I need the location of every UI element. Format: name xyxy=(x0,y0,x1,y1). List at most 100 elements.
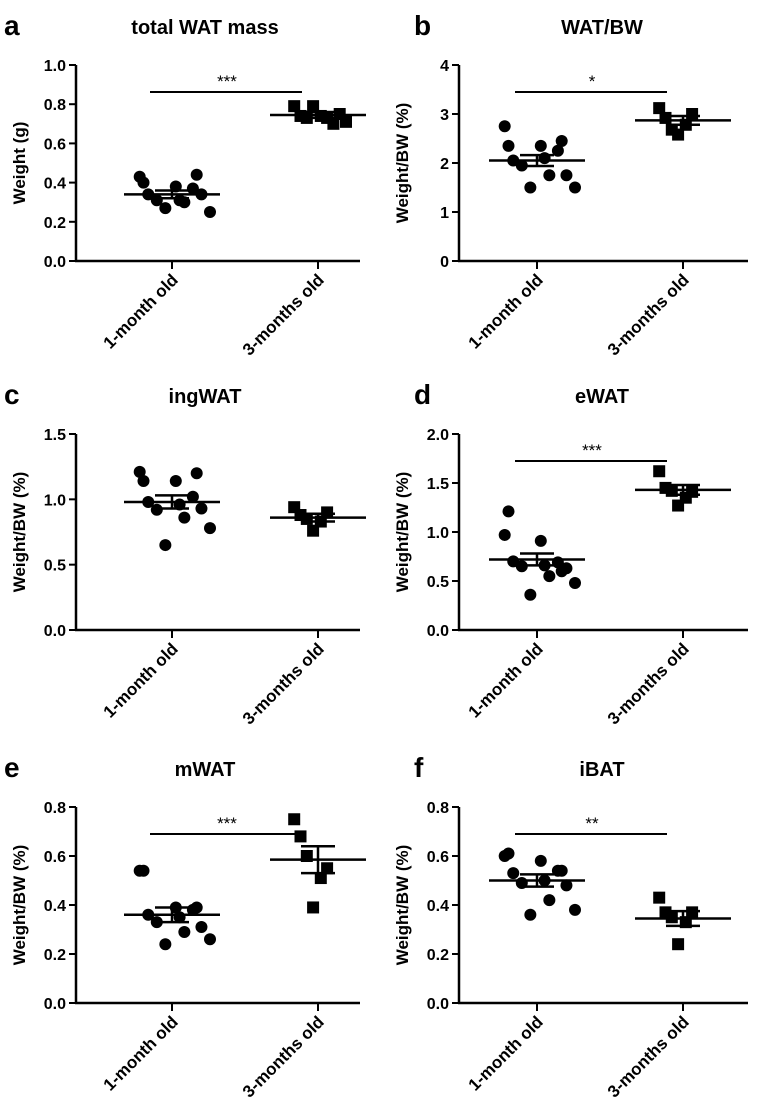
data-point-1-month xyxy=(524,181,537,194)
data-point-1-month xyxy=(186,182,199,195)
y-tick-label: 0.5 xyxy=(44,558,66,575)
data-point-1-month xyxy=(502,505,515,518)
y-axis-label: Weight (g) xyxy=(10,122,29,205)
data-point-3-months xyxy=(686,108,699,120)
y-tick-label: 0.4 xyxy=(427,898,449,915)
data-point-1-month xyxy=(186,490,199,503)
panel-f: f iBAT Weight/BW (%) 0.0 0.2 0.4 0.6 0.8 1-month… xyxy=(393,752,748,1101)
data-point-1-month xyxy=(173,194,186,207)
y-tick-label: 4 xyxy=(440,58,449,75)
significance-label: ** xyxy=(585,814,599,833)
data-point-3-months xyxy=(307,100,320,113)
y-tick-label: 0.2 xyxy=(44,215,66,232)
data-point-3-months xyxy=(672,128,685,141)
data-point-1-month xyxy=(524,908,537,921)
data-point-3-months xyxy=(288,813,301,826)
y-axis-label: Weight/BW (%) xyxy=(393,103,412,224)
data-point-1-month xyxy=(534,534,547,547)
y-axis-label: Weight/BW (%) xyxy=(393,845,412,966)
data-point-1-month xyxy=(137,475,150,488)
panel-d: d eWAT Weight/BW (%) 0.0 0.5 1.0 1.5 2.0 1-month… xyxy=(393,379,748,728)
y-tick-label: 0.0 xyxy=(427,996,449,1013)
y-tick-label: 1 xyxy=(440,205,449,222)
y-tick-label: 0 xyxy=(440,254,449,271)
y-tick-label: 0.5 xyxy=(427,574,449,591)
data-point-3-months xyxy=(288,100,301,113)
data-point-1-month xyxy=(190,467,203,480)
y-tick-label: 0.2 xyxy=(427,947,449,964)
chart-title: ingWAT xyxy=(169,386,242,408)
data-point-1-month xyxy=(204,522,216,535)
data-point-1-month xyxy=(543,169,556,182)
x-tick-label: 3-months old xyxy=(239,1012,328,1101)
data-point-1-month xyxy=(169,475,182,488)
data-point-3-months xyxy=(653,891,666,904)
y-axis-label: Weight/BW (%) xyxy=(393,472,412,593)
data-point-1-month xyxy=(569,181,581,194)
x-tick-label: 3-months old xyxy=(604,1012,693,1101)
data-point-3-months xyxy=(340,115,352,128)
y-tick-label: 0.6 xyxy=(427,849,449,866)
chart-title: total WAT mass xyxy=(131,17,278,39)
chart-title: mWAT xyxy=(175,759,236,781)
chart-title: iBAT xyxy=(579,759,624,781)
x-tick-label: 3-months old xyxy=(239,639,328,728)
y-tick-label: 0.0 xyxy=(44,254,66,271)
data-point-1-month xyxy=(204,206,216,218)
data-point-3-months xyxy=(321,862,334,875)
panel-letter: d xyxy=(414,379,431,410)
data-point-3-months xyxy=(321,506,334,519)
data-point-1-month xyxy=(195,502,208,515)
x-tick-label: 3-months old xyxy=(239,270,328,359)
significance-label: * xyxy=(589,72,596,91)
data-point-1-month xyxy=(560,879,573,892)
data-point-1-month xyxy=(498,120,511,133)
y-tick-label: 1.0 xyxy=(427,525,449,542)
data-point-1-month xyxy=(159,202,172,215)
data-point-1-month xyxy=(543,894,556,907)
panel-b: b WAT/BW Weight/BW (%) 0 1 2 3 4 1-month old 3-mo… xyxy=(393,10,748,359)
y-tick-label: 0.0 xyxy=(44,623,66,640)
data-point-3-months xyxy=(294,830,307,843)
data-point-1-month xyxy=(551,144,564,157)
data-point-3-months xyxy=(686,485,699,498)
data-point-3-months xyxy=(653,465,666,478)
data-point-1-month xyxy=(569,576,581,589)
x-tick-label: 1-month old xyxy=(100,1012,182,1094)
x-tick-label: 1-month old xyxy=(465,639,547,721)
data-point-1-month xyxy=(555,864,568,877)
y-tick-label: 1.0 xyxy=(44,492,66,509)
data-point-1-month xyxy=(137,176,150,189)
data-point-3-months xyxy=(659,111,672,124)
y-tick-label: 1.5 xyxy=(44,427,66,444)
y-tick-label: 3 xyxy=(440,107,449,124)
data-point-1-month xyxy=(159,938,172,951)
data-point-1-month xyxy=(190,901,203,914)
data-point-3-months xyxy=(294,509,307,522)
chart-title: eWAT xyxy=(575,386,629,408)
x-tick-label: 3-months old xyxy=(604,639,693,728)
x-tick-label: 3-months old xyxy=(604,270,693,359)
x-tick-label: 1-month old xyxy=(465,1012,547,1094)
y-tick-label: 0.4 xyxy=(44,898,66,915)
data-point-1-month xyxy=(133,465,146,478)
data-point-1-month xyxy=(507,867,520,880)
panel-c: c ingWAT Weight/BW (%) 0.0 0.5 1.0 1.5 1-month … xyxy=(4,379,366,728)
panel-e: e mWAT Weight/BW (%) 0.0 0.2 0.4 0.6 0.8 1-month… xyxy=(4,752,366,1101)
x-tick-label: 1-month old xyxy=(100,639,182,721)
data-point-1-month xyxy=(538,152,551,165)
x-tick-label: 1-month old xyxy=(465,270,547,352)
data-point-1-month xyxy=(195,921,208,934)
data-point-3-months xyxy=(672,938,685,951)
significance-label: *** xyxy=(217,814,237,833)
y-axis-label: Weight/BW (%) xyxy=(10,472,29,593)
y-tick-label: 0.6 xyxy=(44,136,66,153)
data-point-1-month xyxy=(204,933,216,946)
data-point-3-months xyxy=(665,123,678,136)
y-tick-label: 2.0 xyxy=(427,427,449,444)
data-point-1-month xyxy=(524,588,537,601)
data-point-3-months xyxy=(314,872,327,885)
significance-label: *** xyxy=(582,441,602,460)
y-axis-label: Weight/BW (%) xyxy=(10,845,29,966)
